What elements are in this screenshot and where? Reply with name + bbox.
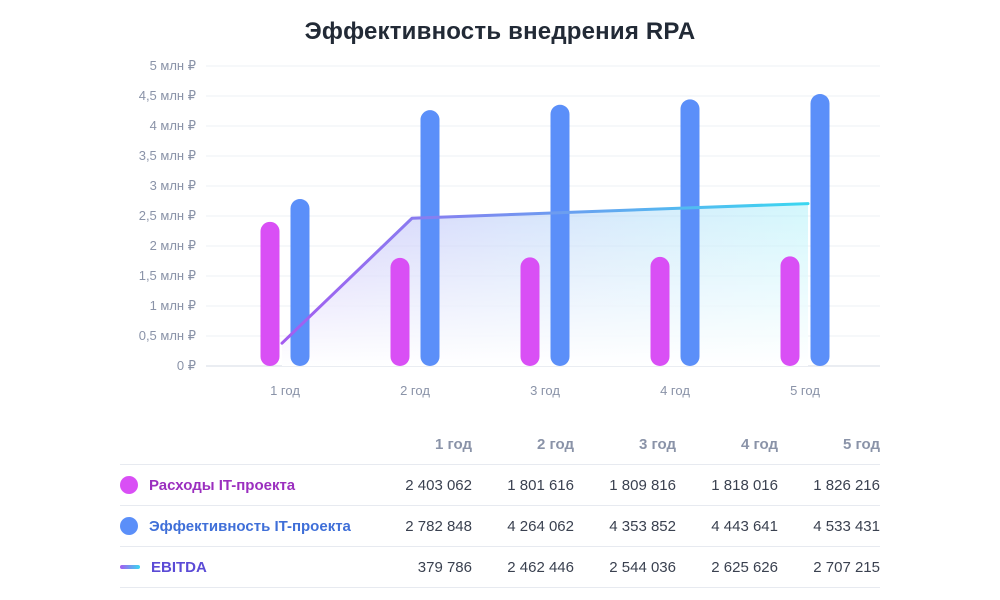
table-header-year-3: 3 год — [638, 435, 676, 453]
y-tick-label: 3 млн ₽ — [150, 178, 196, 193]
table-row-efficiency: Эффективность IT-проекта 2 782 848 4 264… — [120, 505, 880, 547]
bar-expenses — [390, 257, 410, 366]
y-tick-label: 4 млн ₽ — [150, 118, 196, 133]
bar-efficiency — [680, 99, 700, 367]
table-cell: 4 533 431 — [813, 517, 880, 535]
x-tick-label: 3 год — [530, 383, 560, 398]
table-cell: 4 264 062 — [507, 517, 574, 535]
row-label-ebitda: EBITDA — [151, 558, 207, 576]
row-label-efficiency: Эффективность IT-проекта — [149, 517, 351, 535]
row-label-cell: Эффективность IT-проекта — [120, 506, 370, 547]
x-tick-label: 1 год — [270, 383, 300, 398]
efficiency-dot-icon — [120, 517, 138, 535]
y-tick-label: 4,5 млн ₽ — [139, 88, 196, 103]
table-cell: 1 809 816 — [609, 476, 676, 494]
bar-efficiency — [420, 110, 440, 366]
chart-area: 0 ₽ 0,5 млн ₽ 1 млн ₽ 1,5 млн ₽ 2 млн ₽ 2,5 м… — [139, 58, 880, 398]
expenses-dot-icon — [120, 476, 138, 494]
table-header-year-1: 1 год — [434, 435, 472, 453]
y-tick-label: 1,5 млн ₽ — [139, 268, 196, 283]
bar-expenses — [650, 256, 670, 366]
table-cell: 379 786 — [417, 558, 472, 576]
y-tick-label: 3,5 млн ₽ — [139, 148, 196, 163]
table-cell: 2 782 848 — [405, 517, 472, 535]
bar-expenses — [260, 221, 280, 366]
x-tick-label: 4 год — [660, 383, 690, 398]
y-tick-label: 1 млн ₽ — [150, 298, 196, 313]
chart-title: Эффективность внедрения RPA — [304, 18, 696, 45]
y-tick-label: 5 млн ₽ — [150, 58, 196, 73]
bar-efficiency — [810, 93, 830, 366]
y-tick-label: 2,5 млн ₽ — [139, 208, 196, 223]
bar-expenses — [520, 257, 540, 366]
table-cell: 1 818 016 — [711, 476, 778, 494]
table-cell: 2 625 626 — [711, 558, 778, 576]
y-tick-label: 0 ₽ — [177, 358, 196, 373]
ebitda-area-fade — [282, 203, 808, 366]
bar-expenses — [780, 256, 800, 366]
x-tick-label: 5 год — [790, 383, 820, 398]
bar-efficiency — [290, 199, 310, 366]
table-row-expenses: Расходы IT-проекта 2 403 062 1 801 616 1… — [120, 464, 880, 506]
y-tick-label: 2 млн ₽ — [150, 238, 196, 253]
table-cell: 2 462 446 — [507, 558, 574, 576]
row-label-cell: EBITDA — [120, 547, 370, 588]
table-cell: 2 544 036 — [609, 558, 676, 576]
table-header-empty — [120, 424, 370, 465]
x-tick-label: 2 год — [400, 383, 430, 398]
table-row-ebitda: EBITDA 379 786 2 462 446 2 544 036 2 625… — [120, 546, 880, 588]
ebitda-line-icon — [120, 565, 140, 569]
table-cell: 2 707 215 — [813, 558, 880, 576]
data-table: 1 год 2 год 3 год 4 год 5 год Расходы IT… — [120, 424, 880, 588]
table-header-year-5: 5 год — [842, 435, 880, 453]
ebitda-line — [280, 202, 810, 345]
table-cell: 4 443 641 — [711, 517, 778, 535]
table-cell: 1 826 216 — [813, 476, 880, 494]
bar-efficiency — [550, 104, 570, 366]
y-tick-label: 0,5 млн ₽ — [139, 328, 196, 343]
table-header-row: 1 год 2 год 3 год 4 год 5 год — [120, 424, 880, 465]
table-cell: 2 403 062 — [405, 476, 472, 494]
table-header-year-4: 4 год — [740, 435, 778, 453]
table-header-year-2: 2 год — [536, 435, 574, 453]
row-label-expenses: Расходы IT-проекта — [149, 476, 296, 494]
table-cell: 4 353 852 — [609, 517, 676, 535]
row-label-cell: Расходы IT-проекта — [120, 465, 370, 506]
table-cell: 1 801 616 — [507, 476, 574, 494]
